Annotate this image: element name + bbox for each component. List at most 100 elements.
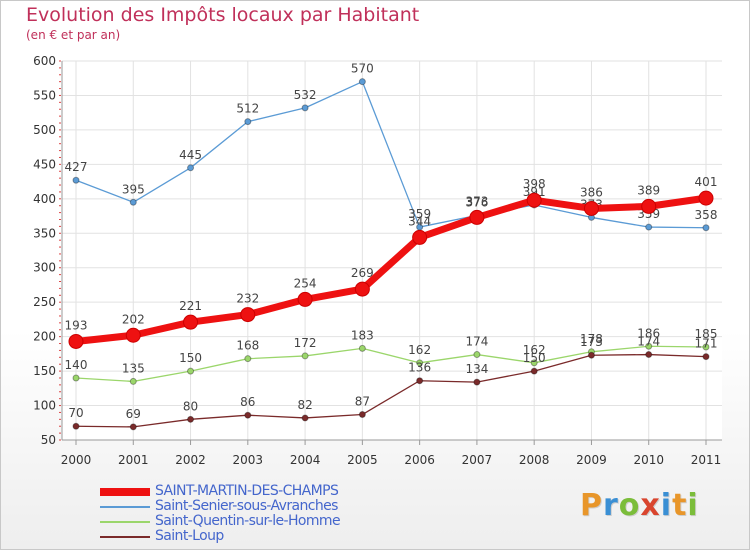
data-point-saint-martin-des-champs — [526, 192, 542, 208]
data-label-saint-senier-sous-avranches: 427 — [65, 160, 88, 174]
data-label-saint-martin-des-champs: 193 — [65, 318, 88, 332]
legend-item-saint-quentin-sur-le-homme: Saint-Quentin-sur-le-Homme — [100, 514, 341, 529]
data-label-saint-quentin-sur-le-homme: 168 — [236, 339, 259, 353]
legend-item-saint-loup: Saint-Loup — [100, 529, 340, 544]
x-tick-label: 2003 — [233, 453, 264, 467]
data-point-saint-quentin-sur-le-homme — [530, 359, 538, 367]
plot-area — [62, 61, 722, 440]
data-point-saint-senier-sous-avranches — [244, 118, 252, 126]
data-label-saint-martin-des-champs: 269 — [351, 266, 374, 280]
line-chart: 50 100 150 200 250 300 350 400 450 500 550 600 2000 2… — [33, 54, 722, 467]
series-line-saint-martin-des-champs — [72, 194, 710, 345]
x-tick-label: 2007 — [462, 453, 493, 467]
data-point-saint-quentin-sur-le-homme — [645, 342, 653, 350]
data-point-saint-senier-sous-avranches — [702, 224, 710, 232]
data-point-saint-martin-des-champs — [698, 190, 714, 206]
data-point-saint-quentin-sur-le-homme — [473, 351, 481, 359]
data-point-saint-martin-des-champs — [183, 314, 199, 330]
data-label-saint-quentin-sur-le-homme: 178 — [580, 332, 603, 346]
legend-swatch-saint-senier-sous-avranches — [100, 505, 150, 508]
data-point-saint-martin-des-champs — [240, 307, 256, 323]
logo-letter: x — [640, 488, 661, 523]
data-label-saint-martin-des-champs: 202 — [122, 312, 145, 326]
x-tick-label: 2004 — [290, 453, 321, 467]
x-tick-label: 2009 — [576, 453, 607, 467]
data-label-saint-martin-des-champs: 254 — [294, 276, 317, 290]
data-label-saint-loup: 86 — [240, 395, 255, 409]
series-line-saint-loup — [75, 353, 707, 428]
x-tick-label: 2005 — [347, 453, 378, 467]
data-point-saint-loup — [129, 423, 137, 431]
data-label-saint-martin-des-champs: 221 — [179, 299, 202, 313]
legend-swatch-saint-loup — [100, 535, 150, 538]
data-point-saint-martin-des-champs — [125, 327, 141, 343]
data-label-saint-loup: 87 — [355, 395, 370, 409]
data-label-saint-senier-sous-avranches: 376 — [465, 195, 488, 209]
data-point-saint-loup — [530, 367, 538, 375]
data-label-saint-loup: 70 — [68, 406, 83, 420]
data-point-saint-senier-sous-avranches — [645, 223, 653, 231]
data-label-saint-loup: 171 — [695, 337, 718, 351]
data-point-saint-quentin-sur-le-homme — [187, 367, 195, 375]
data-label-saint-quentin-sur-le-homme: 172 — [294, 336, 317, 350]
y-tick-label: 600 — [33, 54, 56, 68]
logo-letter: r — [603, 488, 619, 523]
data-label-saint-martin-des-champs: 398 — [523, 177, 546, 191]
data-label-saint-martin-des-champs: 386 — [580, 185, 603, 199]
data-label-saint-loup: 150 — [523, 351, 546, 365]
chart-subtitle: (en € et par an) — [26, 28, 121, 42]
data-label-saint-loup: 82 — [297, 398, 312, 412]
data-label-saint-senier-sous-avranches: 512 — [236, 102, 259, 116]
logo-letter: P — [580, 488, 603, 523]
data-point-saint-loup — [301, 414, 309, 422]
series-line-saint-senier-sous-avranches — [75, 81, 707, 229]
data-point-saint-senier-sous-avranches — [72, 176, 80, 184]
data-label-saint-martin-des-champs: 232 — [236, 292, 259, 306]
data-label-saint-quentin-sur-le-homme: 140 — [65, 358, 88, 372]
logo-letter: t — [672, 488, 688, 523]
y-tick-label: 350 — [33, 226, 56, 240]
data-point-saint-loup — [702, 353, 710, 361]
data-label-saint-loup: 80 — [183, 399, 198, 413]
data-point-saint-senier-sous-avranches — [358, 78, 366, 86]
legend-label-saint-senier-sous-avranches: Saint-Senier-sous-Avranches — [155, 498, 338, 514]
data-point-saint-martin-des-champs — [469, 209, 485, 225]
x-tick-label: 2011 — [691, 453, 722, 467]
data-label-saint-quentin-sur-le-homme: 162 — [523, 343, 546, 357]
data-label-saint-quentin-sur-le-homme: 135 — [122, 361, 145, 375]
y-tick-label: 400 — [33, 192, 56, 206]
data-label-saint-loup: 69 — [126, 407, 141, 421]
data-point-saint-martin-des-champs — [354, 281, 370, 297]
data-label-saint-martin-des-champs: 401 — [695, 175, 718, 189]
data-point-saint-quentin-sur-le-homme — [358, 344, 366, 352]
x-tick-label: 2002 — [175, 453, 206, 467]
data-point-saint-loup — [416, 377, 424, 385]
legend-label-saint-loup: Saint-Loup — [155, 528, 224, 544]
y-tick-label: 500 — [33, 123, 56, 137]
data-label-saint-quentin-sur-le-homme: 183 — [351, 328, 374, 342]
data-label-saint-quentin-sur-le-homme: 186 — [637, 326, 660, 340]
data-label-saint-quentin-sur-le-homme: 162 — [408, 343, 431, 357]
data-label-saint-senier-sous-avranches: 359 — [408, 207, 431, 221]
data-point-saint-martin-des-champs — [412, 229, 428, 245]
data-point-saint-loup — [244, 411, 252, 419]
data-label-saint-martin-des-champs: 373 — [465, 194, 488, 208]
data-label-saint-senier-sous-avranches: 570 — [351, 62, 374, 76]
data-label-saint-martin-des-champs: 344 — [408, 214, 431, 228]
data-point-saint-senier-sous-avranches — [301, 104, 309, 112]
data-label-saint-martin-des-champs: 389 — [637, 183, 660, 197]
data-point-saint-quentin-sur-le-homme — [72, 374, 80, 382]
data-label-saint-quentin-sur-le-homme: 185 — [695, 327, 718, 341]
data-label-saint-senier-sous-avranches: 358 — [695, 208, 718, 222]
data-point-saint-quentin-sur-le-homme — [416, 359, 424, 367]
data-label-saint-loup: 134 — [465, 362, 488, 376]
data-point-saint-martin-des-champs — [583, 200, 599, 216]
data-label-saint-senier-sous-avranches: 395 — [122, 182, 145, 196]
y-tick-label: 250 — [33, 295, 56, 309]
data-point-saint-senier-sous-avranches — [129, 198, 137, 206]
data-point-saint-martin-des-champs — [68, 333, 84, 349]
data-point-saint-loup — [473, 378, 481, 386]
y-tick-label: 150 — [33, 364, 56, 378]
data-point-saint-loup — [645, 351, 653, 359]
logo-letter: i — [687, 488, 699, 523]
